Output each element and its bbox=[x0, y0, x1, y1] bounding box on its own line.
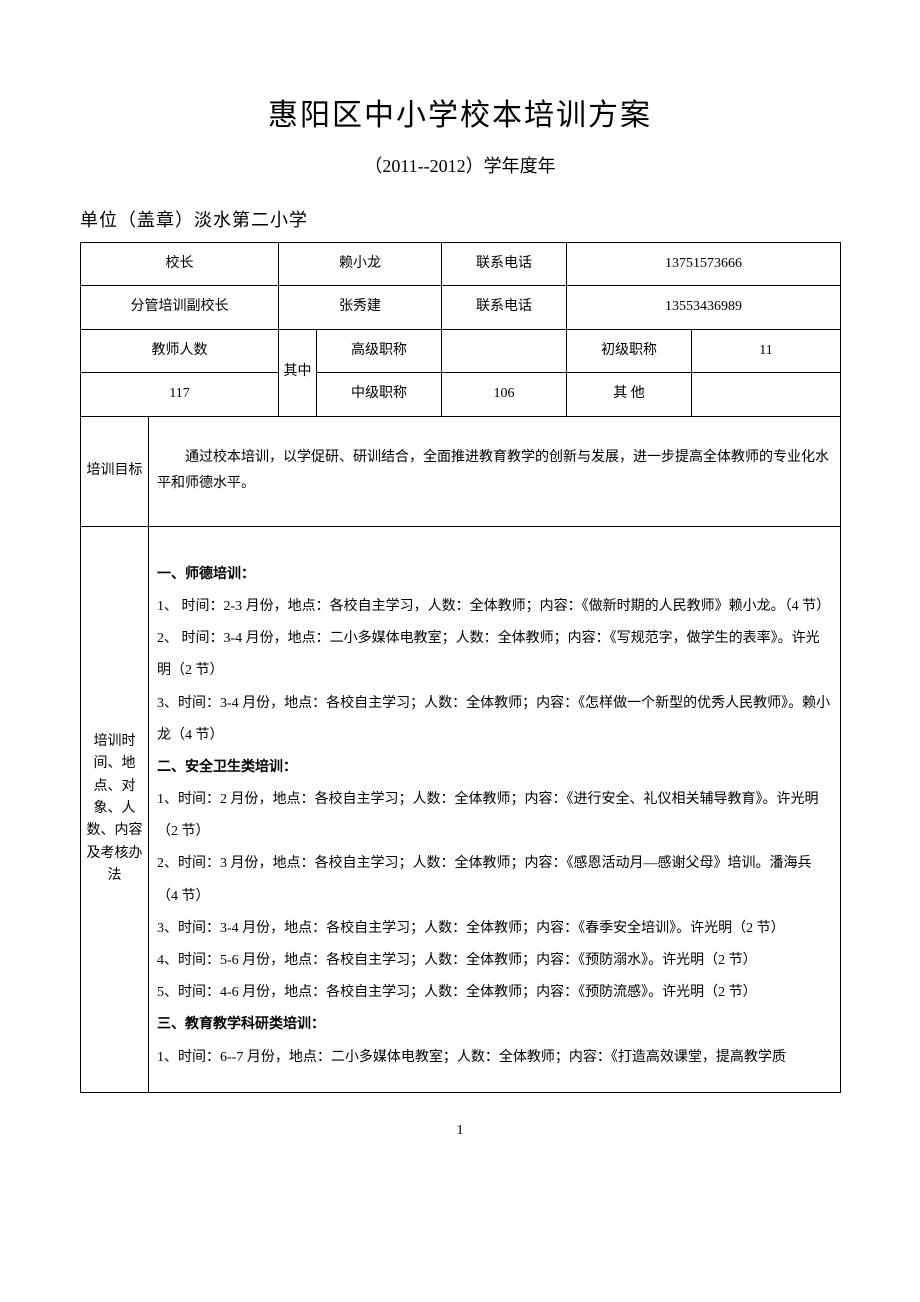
section2-item4: 4、时间：5-6 月份，地点：各校自主学习；人数：全体教师；内容：《预防溺水》。… bbox=[157, 945, 832, 977]
senior-title-value bbox=[442, 329, 567, 372]
section2-item2: 2、时间：3 月份，地点：各校自主学习；人数：全体教师；内容：《感恩活动月—感谢… bbox=[157, 848, 832, 912]
vice-principal-value: 张秀建 bbox=[279, 286, 442, 329]
teacher-count-label: 教师人数 bbox=[81, 329, 279, 372]
mid-title-value: 106 bbox=[442, 373, 567, 416]
details-content: 一、师德培训： 1、 时间：2-3 月份，地点：各校自主学习，人数：全体教师；内… bbox=[149, 526, 841, 1092]
section3-title: 三、教育教学科研类培训： bbox=[157, 1009, 832, 1041]
vice-principal-label: 分管培训副校长 bbox=[81, 286, 279, 329]
other-value bbox=[692, 373, 841, 416]
page-number: 1 bbox=[80, 1123, 840, 1139]
phone-value-1: 13751573666 bbox=[567, 243, 841, 286]
phone-value-2: 13553436989 bbox=[567, 286, 841, 329]
document-subtitle: （2011--2012）学年度年 bbox=[80, 152, 840, 178]
phone-label-1: 联系电话 bbox=[442, 243, 567, 286]
mid-title-label: 中级职称 bbox=[317, 373, 442, 416]
junior-title-value: 11 bbox=[692, 329, 841, 372]
section2-title: 二、安全卫生类培训： bbox=[157, 752, 832, 784]
phone-label-2: 联系电话 bbox=[442, 286, 567, 329]
among-label: 其中 bbox=[279, 329, 317, 416]
principal-value: 赖小龙 bbox=[279, 243, 442, 286]
other-label: 其 他 bbox=[567, 373, 692, 416]
training-plan-table: 校长 赖小龙 联系电话 13751573666 分管培训副校长 张秀建 联系电话… bbox=[80, 242, 841, 1093]
section2-item3: 3、时间：3-4 月份，地点：各校自主学习；人数：全体教师；内容：《春季安全培训… bbox=[157, 913, 832, 945]
goal-text: 通过校本培训，以学促研、研训结合，全面推进教育教学的创新与发展，进一步提高全体教… bbox=[149, 416, 841, 526]
section1-item3: 3、时间：3-4 月份，地点：各校自主学习；人数：全体教师；内容：《怎样做一个新… bbox=[157, 688, 832, 752]
section1-item2: 2、 时间：3-4 月份，地点：二小多媒体电教室；人数：全体教师；内容：《写规范… bbox=[157, 623, 832, 687]
section3-item1: 1、时间：6--7 月份，地点：二小多媒体电教室；人数：全体教师；内容：《打造高… bbox=[157, 1042, 832, 1074]
section2-item1: 1、时间：2 月份，地点：各校自主学习；人数：全体教师；内容：《进行安全、礼仪相… bbox=[157, 784, 832, 848]
goal-label: 培训目标 bbox=[81, 416, 149, 526]
unit-line: 单位（盖章）淡水第二小学 bbox=[80, 206, 840, 232]
document-title: 惠阳区中小学校本培训方案 bbox=[80, 90, 840, 134]
section1-title: 一、师德培训： bbox=[157, 559, 832, 591]
senior-title-label: 高级职称 bbox=[317, 329, 442, 372]
details-label: 培训时间、地点、对象、人数、内容及考核办法 bbox=[81, 526, 149, 1092]
principal-label: 校长 bbox=[81, 243, 279, 286]
teacher-count-value: 117 bbox=[81, 373, 279, 416]
junior-title-label: 初级职称 bbox=[567, 329, 692, 372]
section1-item1: 1、 时间：2-3 月份，地点：各校自主学习，人数：全体教师；内容：《做新时期的… bbox=[157, 591, 832, 623]
section2-item5: 5、时间：4-6 月份，地点：各校自主学习；人数：全体教师；内容：《预防流感》。… bbox=[157, 977, 832, 1009]
